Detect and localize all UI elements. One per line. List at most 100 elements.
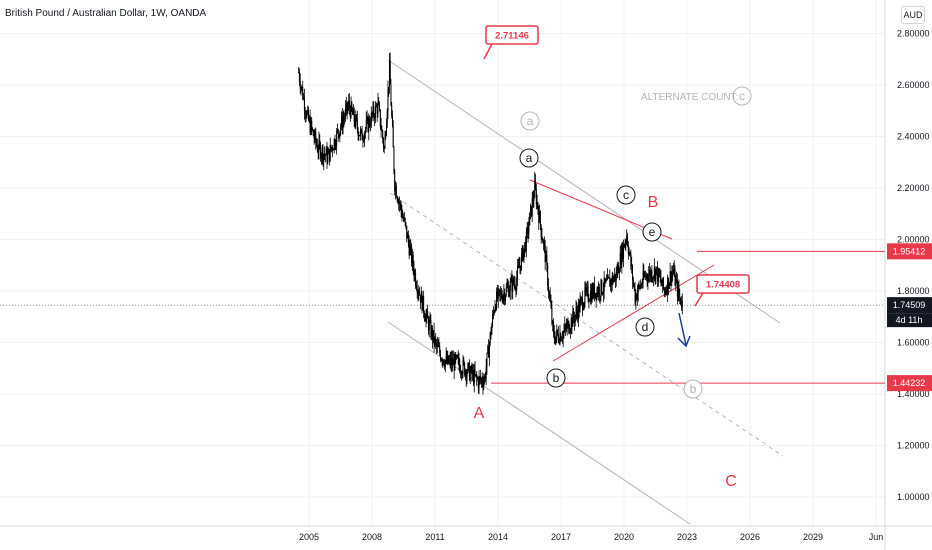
candle-body <box>551 307 553 323</box>
candle-body <box>604 277 606 283</box>
candle-body <box>429 320 431 322</box>
price-label-low-text: 1.44232 <box>893 378 926 388</box>
candle-body <box>484 376 486 379</box>
candle-body <box>324 154 326 155</box>
candle-body <box>344 108 346 118</box>
candle-body <box>425 315 427 322</box>
candle-body <box>590 291 592 302</box>
candle-body <box>601 279 603 294</box>
price-label-high-bg <box>887 243 932 260</box>
candle-body <box>667 277 669 294</box>
candle-body <box>577 312 579 320</box>
x-tick-label: 2017 <box>551 532 571 542</box>
candle-body <box>565 327 567 330</box>
candle-body <box>570 318 572 330</box>
candle-body <box>606 275 608 281</box>
candle-body <box>523 248 525 260</box>
x-tick-label: 2029 <box>803 532 823 542</box>
candle-body <box>535 180 537 189</box>
candle-body <box>531 198 533 216</box>
candle-body <box>640 284 642 289</box>
candle-body <box>496 291 498 300</box>
candle-body <box>556 329 558 337</box>
candle-body <box>636 294 638 300</box>
candle-body <box>480 377 482 381</box>
candle-body <box>351 102 353 111</box>
candle-body <box>517 265 519 267</box>
candle-body <box>304 110 306 114</box>
candle-body <box>450 357 452 366</box>
candle-body <box>638 284 640 286</box>
alternate-count-label: ALTERNATE COUNT: <box>641 92 738 103</box>
y-tick-label: 1.80000 <box>897 286 930 296</box>
currency-button[interactable]: AUD <box>901 6 925 24</box>
candle-body <box>466 372 468 379</box>
y-tick-label: 1.00000 <box>897 492 930 502</box>
candle-body <box>532 198 534 202</box>
candle-body <box>497 289 499 300</box>
candle-body <box>681 300 683 308</box>
candle-body <box>426 311 428 316</box>
candle-body <box>614 274 616 279</box>
candle-body <box>305 113 307 118</box>
candle-body <box>569 331 571 333</box>
candle-body <box>542 238 544 244</box>
candle-body <box>565 325 567 328</box>
callout-mid: 1.74408 <box>694 274 750 307</box>
callout-mid-text: 1.74408 <box>706 280 740 291</box>
candle-body <box>573 318 575 323</box>
candle-body <box>308 118 310 120</box>
candle-body <box>355 115 357 126</box>
candle-body <box>657 266 659 282</box>
wave-circle-alt-b-ring <box>683 379 703 399</box>
candle-body <box>432 330 434 341</box>
y-tick-label: 1.20000 <box>897 441 930 451</box>
x-tick-label: Jun <box>869 532 884 542</box>
candle-body <box>452 358 454 365</box>
candle-body <box>325 148 327 156</box>
candle-body <box>449 357 451 361</box>
candle-body <box>585 287 587 292</box>
candle-body <box>575 308 577 316</box>
candle-body <box>423 295 425 313</box>
wave-circle-b-text: b <box>553 371 560 385</box>
candle-body <box>533 197 535 202</box>
candle-body <box>657 268 659 282</box>
candle-body <box>477 379 479 388</box>
candle-body <box>407 234 409 239</box>
y-tick-label: 2.80000 <box>897 29 930 39</box>
candle-body <box>507 286 509 288</box>
candle-body <box>572 311 574 327</box>
candle-body <box>486 352 488 368</box>
candle-body <box>315 131 317 143</box>
candle-body <box>656 266 658 269</box>
candle-body <box>660 277 662 283</box>
candle-body <box>382 139 384 148</box>
price-label-high: 1.95412 <box>887 243 932 260</box>
candle-body <box>478 377 480 388</box>
candle-body <box>653 267 655 277</box>
candle-body <box>320 144 322 159</box>
candle-body <box>644 275 646 277</box>
candle-body <box>460 372 462 373</box>
candle-body <box>427 311 429 319</box>
candle-body <box>498 289 500 291</box>
candle-body <box>490 332 492 335</box>
candle-body <box>385 135 387 136</box>
x-tick-label: 2005 <box>299 532 319 542</box>
triangle-lower-line <box>552 264 715 362</box>
candle-body <box>484 376 486 381</box>
y-tick-label: 2.40000 <box>897 132 930 142</box>
callout-high-pointer <box>483 43 493 60</box>
candle-body <box>580 298 582 301</box>
candle-body <box>562 332 564 339</box>
candle-body <box>646 274 648 279</box>
candle-body <box>310 120 312 133</box>
candle-body <box>440 352 442 360</box>
candle-body <box>377 101 379 114</box>
candle-body <box>480 378 482 381</box>
y-tick-label: 2.60000 <box>897 80 930 90</box>
candle-body <box>540 224 542 237</box>
